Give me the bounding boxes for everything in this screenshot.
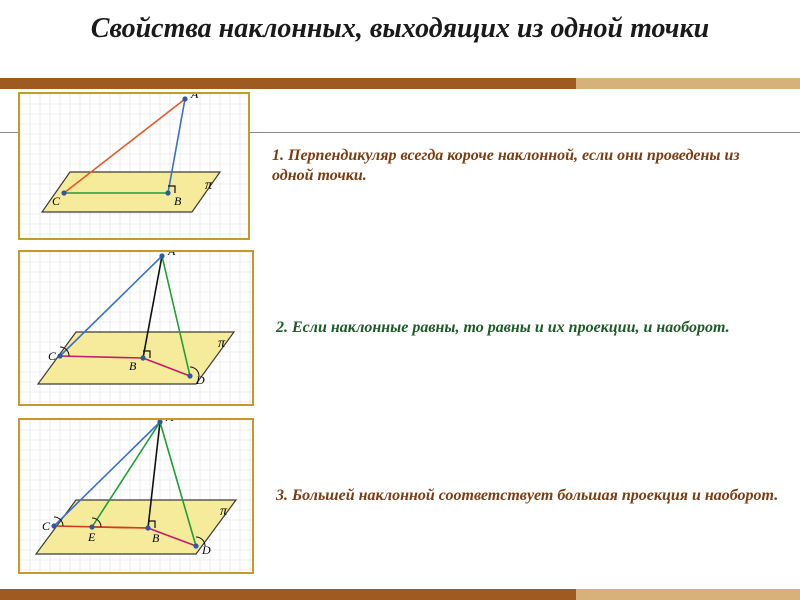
diagram-3: π A B C E D: [20, 420, 252, 572]
property-text-1: 1. Перпендикуляр всегда короче наклонной…: [250, 146, 800, 186]
svg-text:E: E: [87, 530, 96, 544]
diagram-box-1: π A B C: [18, 92, 250, 240]
svg-text:π: π: [220, 504, 228, 519]
property-row-1: π A B C 1. Перпендикуляр всегда короче накло…: [0, 92, 800, 240]
property-row-3: π A B C E D 3. Большей наклонной соответствует…: [0, 418, 800, 574]
diagram-1: π A B C: [20, 94, 248, 238]
property-row-2: π A B C D 2. Если наклонные равны, то равны и…: [0, 250, 800, 406]
svg-text:C: C: [42, 519, 51, 533]
svg-text:D: D: [201, 543, 211, 557]
diagram-box-3: π A B C E D: [18, 418, 254, 574]
accent-bar-bottom: [0, 589, 800, 600]
svg-text:C: C: [48, 349, 57, 363]
diagram-2: π A B C D: [20, 252, 252, 404]
svg-text:B: B: [129, 359, 137, 373]
svg-text:B: B: [174, 194, 182, 208]
svg-text:π: π: [205, 178, 213, 193]
svg-text:B: B: [152, 531, 160, 545]
svg-text:A: A: [190, 94, 199, 101]
accent-bar-top: [0, 78, 800, 89]
svg-text:A: A: [167, 252, 176, 258]
svg-text:π: π: [218, 336, 226, 351]
svg-text:A: A: [165, 420, 174, 424]
diagram-box-2: π A B C D: [18, 250, 254, 406]
property-text-3: 3. Большей наклонной соответствует больш…: [254, 486, 796, 506]
svg-text:D: D: [195, 373, 205, 387]
page-title: Свойства наклонных, выходящих из одной т…: [0, 0, 800, 56]
property-text-2: 2. Если наклонные равны, то равны и их п…: [254, 318, 748, 338]
svg-text:C: C: [52, 194, 61, 208]
